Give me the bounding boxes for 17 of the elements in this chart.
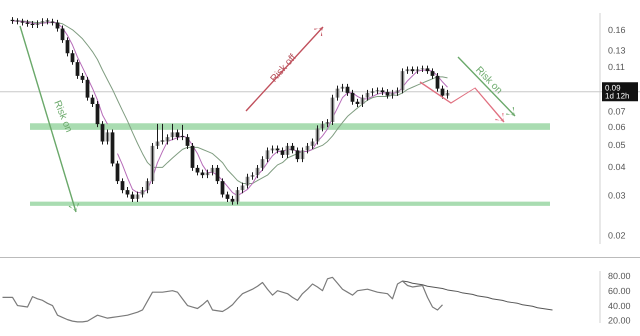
ref-line-label: 0.09 1d 12h xyxy=(605,83,630,100)
candlestick xyxy=(26,19,30,28)
y-tick-label: 20.00 xyxy=(608,316,631,326)
y-tick-label: 0.16 xyxy=(608,24,626,35)
annotation: Risk on xyxy=(50,98,74,134)
y-tick-label: 0.06 xyxy=(608,122,626,132)
y-tick-label: 80.00 xyxy=(608,271,631,282)
y-tick-label: 0.03 xyxy=(608,190,626,200)
y-tick-label: 0.05 xyxy=(608,140,626,150)
y-tick-label: 0.02 xyxy=(608,230,626,240)
y-tick-label: 0.04 xyxy=(608,162,626,172)
y-tick-label: 40.00 xyxy=(608,300,631,311)
candlestick xyxy=(370,88,374,96)
y-tick-label: 0.11 xyxy=(608,62,625,72)
y-tick-label: 60.00 xyxy=(608,286,631,296)
y-tick-label: 0.13 xyxy=(608,45,626,56)
y-tick-label: 0.07 xyxy=(608,106,626,117)
